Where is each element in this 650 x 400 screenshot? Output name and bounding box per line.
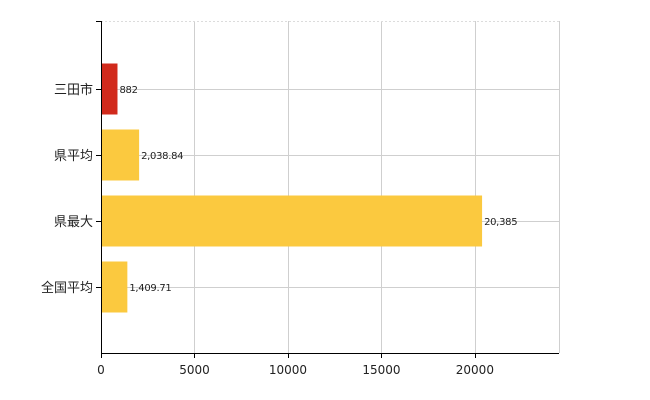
axes — [96, 21, 559, 358]
category-label-3: 全国平均 — [41, 280, 93, 296]
data-label-0: 882 — [119, 85, 137, 96]
x-tick-label-2: 10000 — [269, 363, 307, 377]
x-tick-label-1: 5000 — [179, 363, 210, 377]
data-label-3: 1,409.71 — [129, 283, 171, 294]
data-label-2: 20,385 — [484, 217, 517, 228]
grid-lines — [101, 21, 560, 353]
bar-0 — [102, 63, 118, 115]
category-label-2: 県最大 — [54, 215, 93, 230]
data-label-1: 2,038.84 — [141, 151, 183, 162]
bar-2 — [102, 195, 483, 247]
x-tick-label-4: 20000 — [456, 363, 494, 377]
category-label-1: 県平均 — [54, 149, 93, 164]
bars — [102, 63, 483, 313]
x-tick-label-0: 0 — [97, 363, 105, 377]
bar-1 — [102, 129, 140, 181]
category-label-0: 三田市 — [54, 82, 93, 98]
bar-3 — [102, 261, 128, 313]
x-tick-label-3: 15000 — [362, 363, 400, 377]
